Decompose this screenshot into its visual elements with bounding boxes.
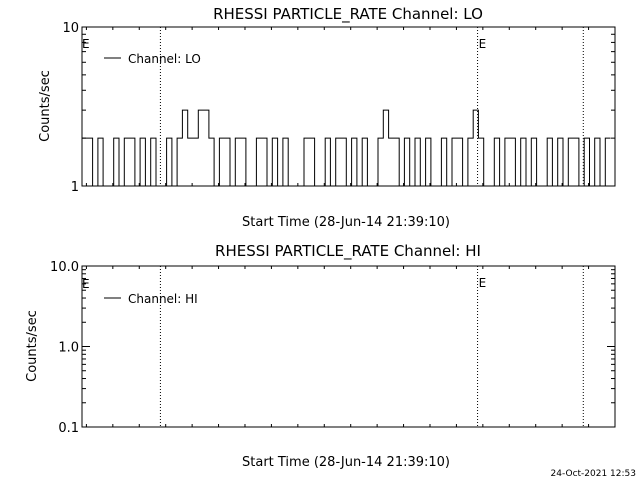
hi-event-label: E [479, 276, 487, 290]
lo-y-axis-label: Counts/sec [38, 70, 53, 142]
lo-y-tick-label: 10 [62, 21, 79, 36]
hi-plot-title: RHESSI PARTICLE_RATE Channel: HI [215, 242, 481, 261]
lo-series-line [82, 109, 611, 187]
hi-x-axis-label: Start Time (28-Jun-14 21:39:10) [242, 455, 450, 470]
lo-legend-label: Channel: LO [128, 52, 201, 66]
lo-x-axis-label: Start Time (28-Jun-14 21:39:10) [242, 215, 450, 230]
hi-legend: Channel: HI [104, 292, 198, 306]
hi-plot-frame [81, 265, 616, 428]
lo-legend: Channel: LO [104, 52, 201, 66]
lo-channel-panel: RHESSI PARTICLE_RATE Channel: LO Counts/… [38, 5, 616, 230]
hi-y-tick-label: 1.0 [58, 341, 79, 356]
footer-timestamp: 24-Oct-2021 12:53 [551, 469, 636, 479]
hi-legend-label: Channel: HI [128, 292, 198, 306]
hi-channel-panel: RHESSI PARTICLE_RATE Channel: HI Counts/… [25, 242, 616, 470]
hi-y-tick-label: 0.1 [58, 421, 79, 436]
lo-y-tick-label: 1 [71, 180, 79, 195]
hi-y-tick-label: 10.0 [50, 260, 79, 275]
lo-plot-frame [81, 26, 616, 187]
lo-left-edge-label: E [82, 37, 90, 51]
lo-plot-title: RHESSI PARTICLE_RATE Channel: LO [213, 5, 483, 24]
hi-y-axis-label: Counts/sec [25, 310, 40, 382]
lo-event-label: E [479, 37, 487, 51]
